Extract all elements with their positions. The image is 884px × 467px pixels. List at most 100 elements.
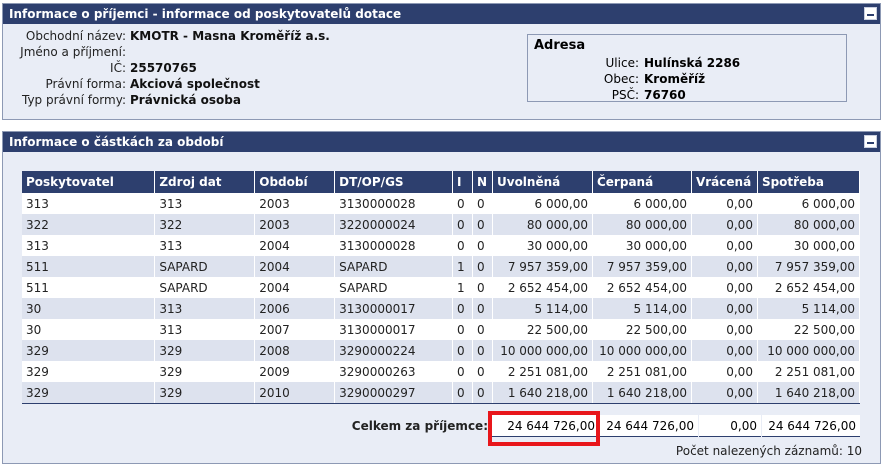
table-cell: 1 xyxy=(452,277,474,298)
table-cell: 30 000,00 xyxy=(592,235,692,256)
table-row: 313 313 2003 3130000028 0 0 6 000,00 6 000,00 0,… xyxy=(22,193,861,214)
table-cell: 313 xyxy=(154,319,256,340)
table-cell: 2 652 454,00 xyxy=(757,277,861,298)
table-cell: 2004 xyxy=(254,235,336,256)
table-cell: 2006 xyxy=(254,298,336,319)
table-cell: 22 500,00 xyxy=(757,319,861,340)
table-cell: 5 114,00 xyxy=(492,298,593,319)
table-cell: 22 500,00 xyxy=(592,319,692,340)
address-label: Ulice: xyxy=(605,56,639,70)
table-row: 313 313 2004 3130000028 0 0 30 000,00 30 000,00… xyxy=(22,235,861,256)
recipient-panel-header: Informace o příjemci - informace od posk… xyxy=(3,4,880,24)
table-cell: 329 xyxy=(22,361,156,382)
table-row: 329 329 2009 3290000263 0 0 2 251 081,00 2 251 … xyxy=(22,361,861,382)
table-cell: 2007 xyxy=(254,319,336,340)
col-header-i[interactable]: I xyxy=(452,171,474,193)
table-cell: 2 251 081,00 xyxy=(757,361,861,382)
table-cell: 3220000024 xyxy=(334,214,454,235)
table-cell: 6 000,00 xyxy=(592,193,692,214)
field-value: 25570765 xyxy=(130,61,197,75)
table-cell: 313 xyxy=(22,235,156,256)
table-cell: 3130000017 xyxy=(334,319,454,340)
table-cell: 80 000,00 xyxy=(492,214,593,235)
address-value: Kroměříž xyxy=(644,72,706,86)
table-cell: 2 251 081,00 xyxy=(492,361,593,382)
table-row: 322 322 2003 3220000024 0 0 80 000,00 80 000,00… xyxy=(22,214,861,235)
address-zip: PSČ: 76760 xyxy=(528,87,846,103)
table-cell: 3290000224 xyxy=(334,340,454,361)
table-cell: 0,00 xyxy=(691,235,758,256)
table-cell: 313 xyxy=(154,298,256,319)
table-cell: 0 xyxy=(472,277,493,298)
table-row: 511 SAPARD 2004 SAPARD 1 0 2 652 454,00 2 652 4… xyxy=(22,277,861,298)
amounts-panel-title: Informace o částkách za období xyxy=(9,135,224,149)
total-spotreba: 24 644 726,00 xyxy=(762,415,860,437)
address-title: Adresa xyxy=(534,38,586,53)
table-cell: 0,00 xyxy=(691,214,758,235)
table-cell: 0 xyxy=(472,193,493,214)
table-cell: 1 640 218,00 xyxy=(757,382,861,404)
table-cell: 30 xyxy=(22,319,156,340)
table-cell: 0 xyxy=(472,235,493,256)
address-value: Hulínská 2286 xyxy=(644,56,741,70)
table-cell: 329 xyxy=(154,361,256,382)
field-label: Obchodní název: xyxy=(25,29,126,43)
table-cell: 2 652 454,00 xyxy=(592,277,692,298)
field-full-name: Jméno a příjmení: xyxy=(4,44,330,60)
address-box: Adresa Ulice: Hulínská 2286 Obec: Kroměříž… xyxy=(527,34,847,102)
table-cell: 0 xyxy=(472,382,493,404)
table-cell: 5 114,00 xyxy=(757,298,861,319)
table-cell: 329 xyxy=(154,382,256,404)
table-cell: 3290000297 xyxy=(334,382,454,404)
col-header-poskytovatel[interactable]: Poskytovatel xyxy=(22,171,156,193)
col-header-cerpana[interactable]: Čerpaná xyxy=(592,171,692,193)
table-cell: 0 xyxy=(452,214,474,235)
table-cell: 0 xyxy=(452,382,474,404)
table-cell: 2004 xyxy=(254,277,336,298)
table-cell: 0 xyxy=(472,256,493,277)
address-label: PSČ: xyxy=(611,88,639,102)
table-cell: 3130000028 xyxy=(334,235,454,256)
table-cell: 313 xyxy=(22,193,156,214)
table-cell: 1 xyxy=(452,256,474,277)
totals-row: Celkem za příjemce: 24 644 726,00 24 644… xyxy=(22,415,860,437)
total-uvolnena: 24 644 726,00 xyxy=(491,415,599,437)
table-cell: 3130000028 xyxy=(334,193,454,214)
table-cell: 329 xyxy=(154,340,256,361)
col-header-zdroj-dat[interactable]: Zdroj dat xyxy=(154,171,256,193)
col-header-vracena[interactable]: Vrácená xyxy=(691,171,758,193)
col-header-obdobi[interactable]: Období xyxy=(254,171,336,193)
table-cell: 6 000,00 xyxy=(757,193,861,214)
recipient-fields: Obchodní název: KMOTR - Masna Kroměříž a.… xyxy=(4,28,330,108)
col-header-dt-op-gs[interactable]: DT/OP/GS xyxy=(334,171,454,193)
table-cell: 3130000017 xyxy=(334,298,454,319)
table-cell: 30 000,00 xyxy=(492,235,593,256)
table-cell: SAPARD xyxy=(154,277,256,298)
table-cell: 6 000,00 xyxy=(492,193,593,214)
table-cell: 30 000,00 xyxy=(757,235,861,256)
address-city: Obec: Kroměříž xyxy=(528,71,846,87)
col-header-n[interactable]: N xyxy=(472,171,493,193)
table-row: 329 329 2010 3290000297 0 0 1 640 218,00 1 640 … xyxy=(22,382,861,404)
table-cell: 0 xyxy=(452,319,474,340)
table-cell: SAPARD xyxy=(154,256,256,277)
collapse-icon[interactable] xyxy=(864,7,877,20)
table-cell: 2009 xyxy=(254,361,336,382)
col-header-uvolnena[interactable]: Uvolněná xyxy=(492,171,593,193)
table-cell: 80 000,00 xyxy=(757,214,861,235)
table-cell: 0,00 xyxy=(691,340,758,361)
field-value: Akciová společnost xyxy=(130,77,260,91)
field-value: Právnická osoba xyxy=(130,93,241,107)
col-header-spotreba[interactable]: Spotřeba xyxy=(757,171,861,193)
table-cell: 80 000,00 xyxy=(592,214,692,235)
table-cell: 2008 xyxy=(254,340,336,361)
table-cell: 0 xyxy=(452,235,474,256)
table-cell: 10 000 000,00 xyxy=(492,340,593,361)
table-cell: 2004 xyxy=(254,256,336,277)
table-cell: 7 957 359,00 xyxy=(757,256,861,277)
table-cell: 0 xyxy=(452,340,474,361)
table-cell: 2010 xyxy=(254,382,336,404)
table-cell: 1 640 218,00 xyxy=(492,382,593,404)
address-street: Ulice: Hulínská 2286 xyxy=(528,55,846,71)
collapse-icon[interactable] xyxy=(864,135,877,148)
